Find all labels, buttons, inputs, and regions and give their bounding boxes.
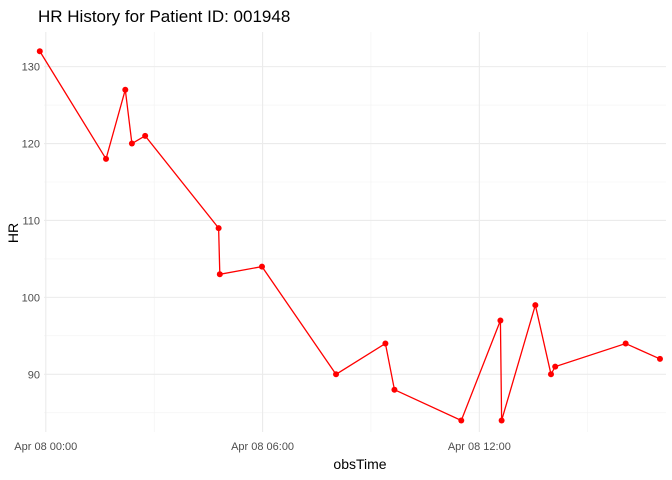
- data-point: [258, 263, 265, 270]
- y-tick-label: 110: [22, 215, 40, 227]
- data-point: [382, 340, 389, 347]
- data-point: [333, 371, 340, 378]
- data-point: [128, 140, 135, 147]
- data-point: [498, 417, 505, 424]
- data-point: [532, 302, 539, 309]
- data-point: [497, 317, 504, 324]
- x-tick-label: Apr 08 12:00: [448, 441, 511, 453]
- y-axis-label: HR: [5, 223, 21, 243]
- data-point: [547, 371, 554, 378]
- series-hr: [36, 48, 663, 424]
- y-tick-label: 100: [22, 292, 40, 304]
- data-point: [552, 363, 559, 370]
- y-tick-label: 120: [22, 139, 40, 151]
- x-tick-label: Apr 08 00:00: [14, 441, 77, 453]
- data-point: [142, 132, 149, 139]
- y-tick-label: 130: [22, 62, 40, 74]
- data-point: [656, 355, 663, 362]
- data-point: [458, 417, 465, 424]
- chart-title: HR History for Patient ID: 001948: [38, 7, 290, 26]
- data-point: [622, 340, 629, 347]
- data-point: [216, 271, 223, 278]
- x-tick-labels: Apr 08 00:00 Apr 08 06:00 Apr 08 12:00: [14, 441, 511, 453]
- y-tick-labels: 90 100 110 120 130: [22, 62, 40, 382]
- grid: [44, 32, 666, 432]
- data-point: [122, 86, 129, 93]
- data-point: [36, 48, 43, 55]
- series-line: [39, 50, 661, 422]
- x-tick-label: Apr 08 06:00: [231, 441, 294, 453]
- data-point: [391, 386, 398, 393]
- y-tick-label: 90: [28, 369, 40, 381]
- data-point: [103, 155, 110, 162]
- data-point: [215, 225, 222, 232]
- x-axis-label: obsTime: [333, 456, 386, 472]
